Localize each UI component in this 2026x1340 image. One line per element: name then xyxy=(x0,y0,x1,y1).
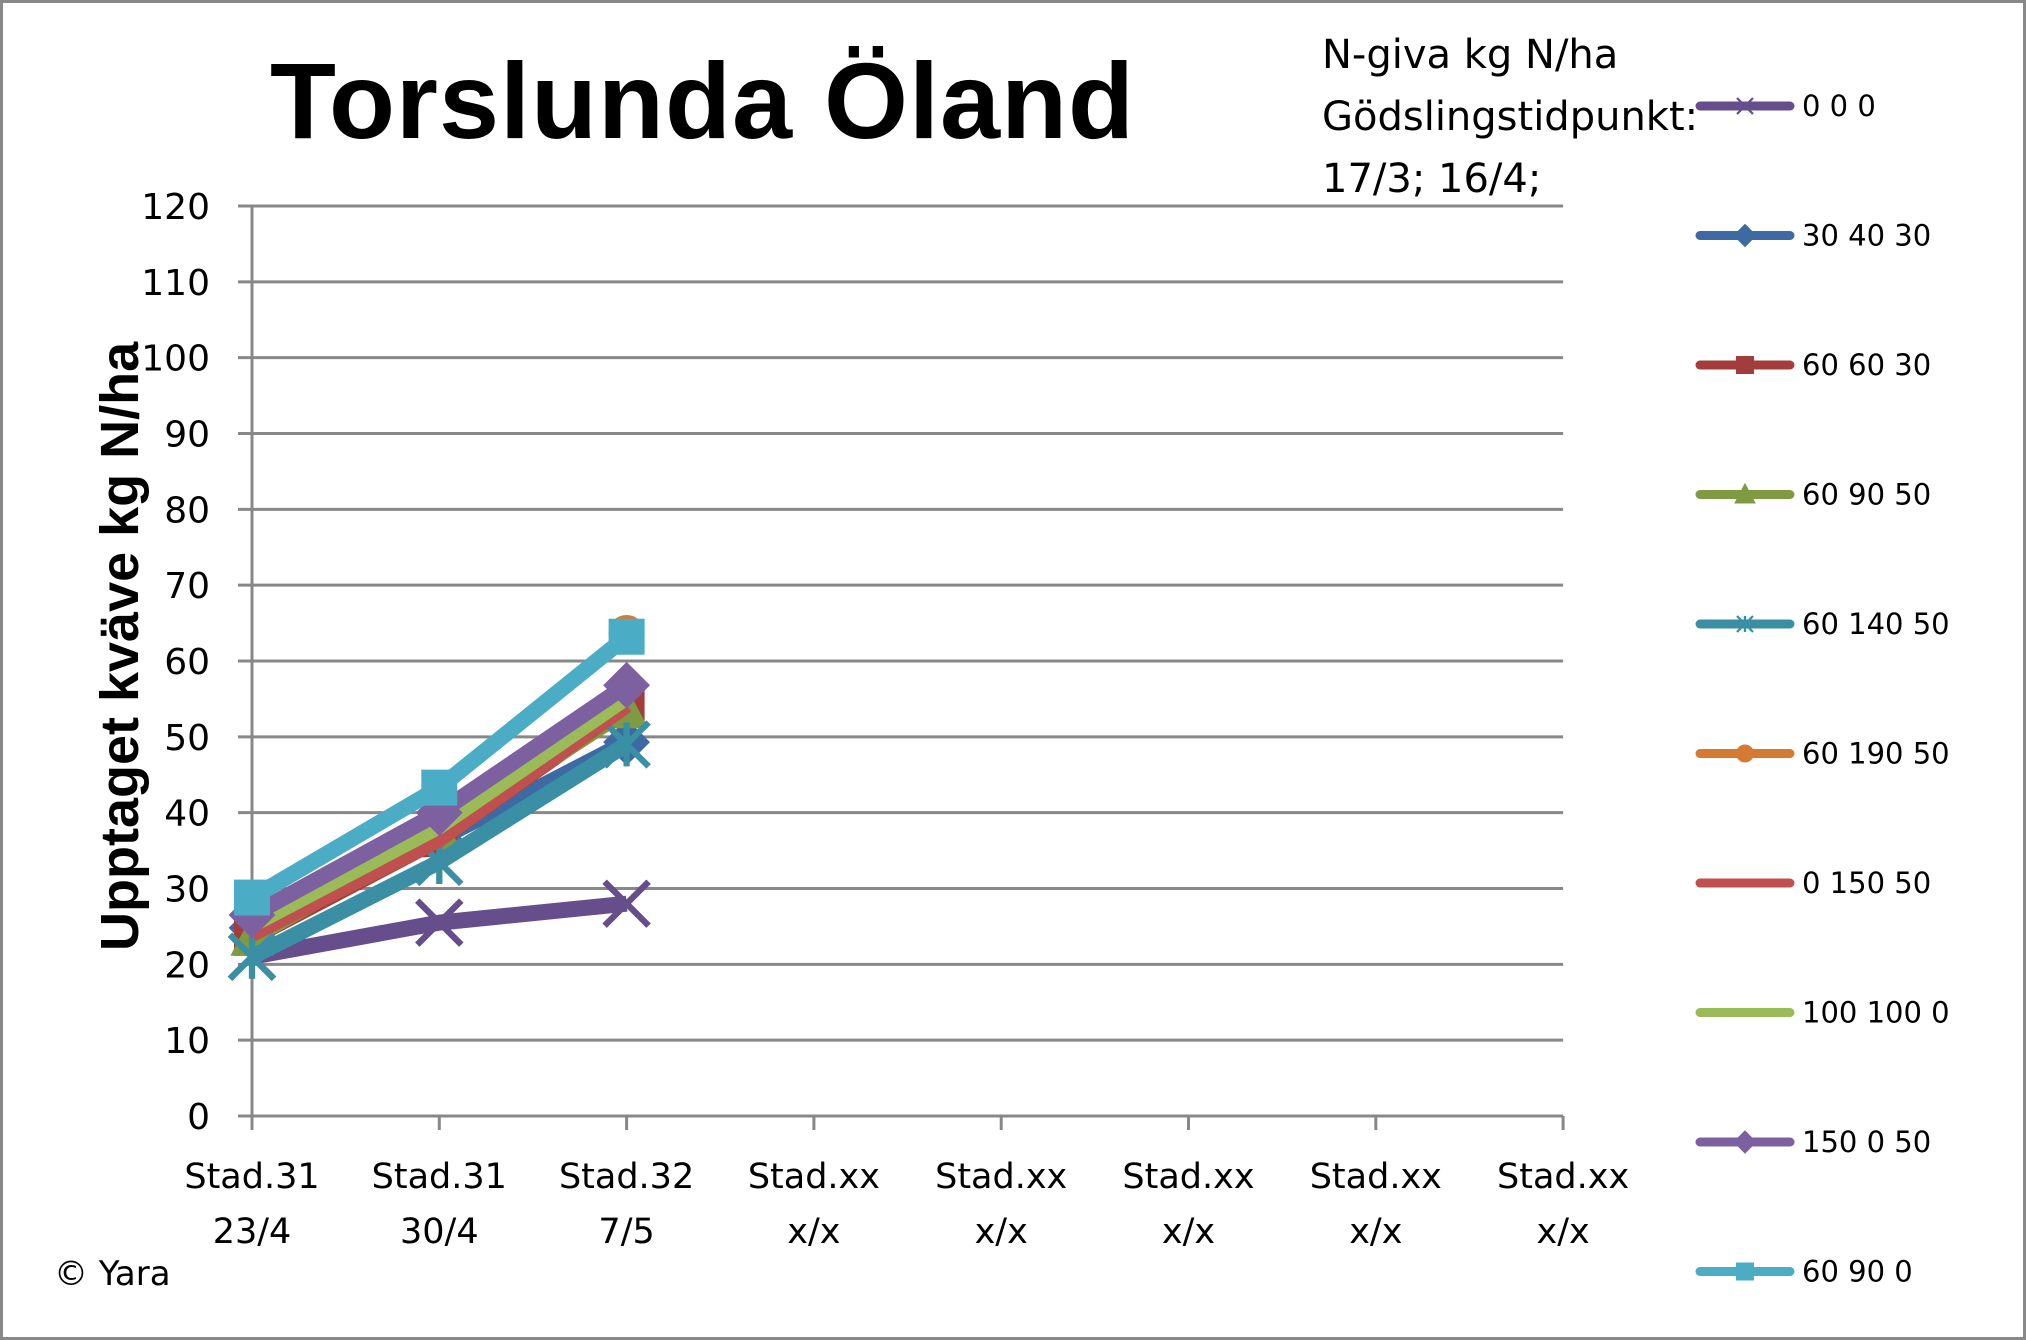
x-tick-label: x/x xyxy=(1536,1212,1589,1252)
x-tick-label: x/x xyxy=(787,1212,840,1252)
x-tick-label: Stad.xx xyxy=(1497,1157,1629,1197)
square-marker-icon xyxy=(1736,1262,1754,1281)
legend-item: 100 100 0 xyxy=(1695,996,1950,1030)
legend-item: 30 40 30 xyxy=(1695,219,1931,253)
legend-label: 60 60 30 xyxy=(1802,348,1931,382)
x-tick-label: Stad.xx xyxy=(1310,1157,1442,1197)
legend-item: 60 190 50 xyxy=(1695,737,1950,771)
x-tick-label: Stad.xx xyxy=(1122,1157,1254,1197)
x-tick-label: Stad.xx xyxy=(748,1157,880,1197)
legend-item: 0 150 50 xyxy=(1695,866,1931,900)
legend-label: 60 190 50 xyxy=(1802,737,1950,771)
diamond-marker-icon xyxy=(1733,223,1757,248)
legend-item: 0 0 0 xyxy=(1695,89,1876,123)
x-tick-label: 7/5 xyxy=(598,1212,654,1252)
legend-item: 60 90 50 xyxy=(1695,478,1931,512)
legend-label: 60 140 50 xyxy=(1802,607,1950,641)
legend-item: 150 0 50 xyxy=(1695,1125,1931,1159)
y-tick-label: 70 xyxy=(164,566,210,607)
legend-label: 100 100 0 xyxy=(1802,996,1950,1030)
y-tick-label: 90 xyxy=(164,415,210,456)
x-tick-label: Stad.xx xyxy=(935,1157,1067,1197)
triangle-marker-icon xyxy=(1734,482,1756,504)
legend-label: 150 0 50 xyxy=(1802,1125,1931,1159)
legend-label: 0 0 0 xyxy=(1802,89,1876,123)
x-marker-icon xyxy=(415,898,464,947)
legend-label: 30 40 30 xyxy=(1802,219,1931,253)
x-tick-label: x/x xyxy=(975,1212,1028,1252)
y-tick-label: 0 xyxy=(187,1097,210,1138)
asterisk-marker-icon xyxy=(1736,615,1754,633)
y-tick-label: 30 xyxy=(164,870,210,911)
y-tick-label: 20 xyxy=(164,945,210,986)
y-tick-label: 50 xyxy=(164,718,210,759)
x-tick-label: 23/4 xyxy=(213,1212,292,1252)
chart-title: Torslunda Öland xyxy=(270,40,1136,161)
fertilization-note: N-giva kg N/ha Gödslingstidpunkt: 17/3; … xyxy=(1322,32,1699,202)
diamond-marker-icon xyxy=(603,661,650,709)
y-tick-label: 40 xyxy=(164,794,210,835)
square-marker-icon xyxy=(421,769,458,806)
x-tick-label: Stad.31 xyxy=(372,1157,507,1197)
legend-item: 60 60 30 xyxy=(1695,348,1931,382)
circle-marker-icon xyxy=(1736,744,1754,763)
legend-item: 60 140 50 xyxy=(1695,607,1950,641)
y-tick-label: 80 xyxy=(164,490,210,531)
y-tick-label: 60 xyxy=(164,642,210,683)
y-tick-label: 120 xyxy=(141,187,210,228)
series-line xyxy=(227,720,651,981)
y-tick-label: 100 xyxy=(141,339,210,380)
copyright: © Yara xyxy=(54,1254,171,1294)
x-tick-label: Stad.31 xyxy=(184,1157,319,1197)
square-marker-icon xyxy=(1736,356,1754,374)
y-tick-label: 110 xyxy=(141,263,210,304)
x-tick-label: Stad.32 xyxy=(559,1157,694,1197)
y-tick-label: 10 xyxy=(164,1021,210,1062)
x-tick-label: x/x xyxy=(1349,1212,1402,1252)
asterisk-marker-icon xyxy=(602,720,651,769)
x-tick-label: 30/4 xyxy=(400,1212,479,1252)
diamond-marker-icon xyxy=(1733,1130,1757,1154)
legend-label: 0 150 50 xyxy=(1802,866,1931,900)
asterisk-marker-icon xyxy=(227,932,277,981)
legend-label: 60 90 50 xyxy=(1802,478,1931,512)
legend-label: 60 90 0 xyxy=(1802,1255,1913,1289)
square-marker-icon xyxy=(234,879,270,916)
x-marker-icon xyxy=(1736,97,1754,115)
series-line xyxy=(234,618,645,916)
x-marker-icon xyxy=(602,879,651,928)
x-tick-label: x/x xyxy=(1162,1212,1215,1252)
square-marker-icon xyxy=(608,618,645,655)
legend-item: 60 90 0 xyxy=(1695,1255,1913,1289)
